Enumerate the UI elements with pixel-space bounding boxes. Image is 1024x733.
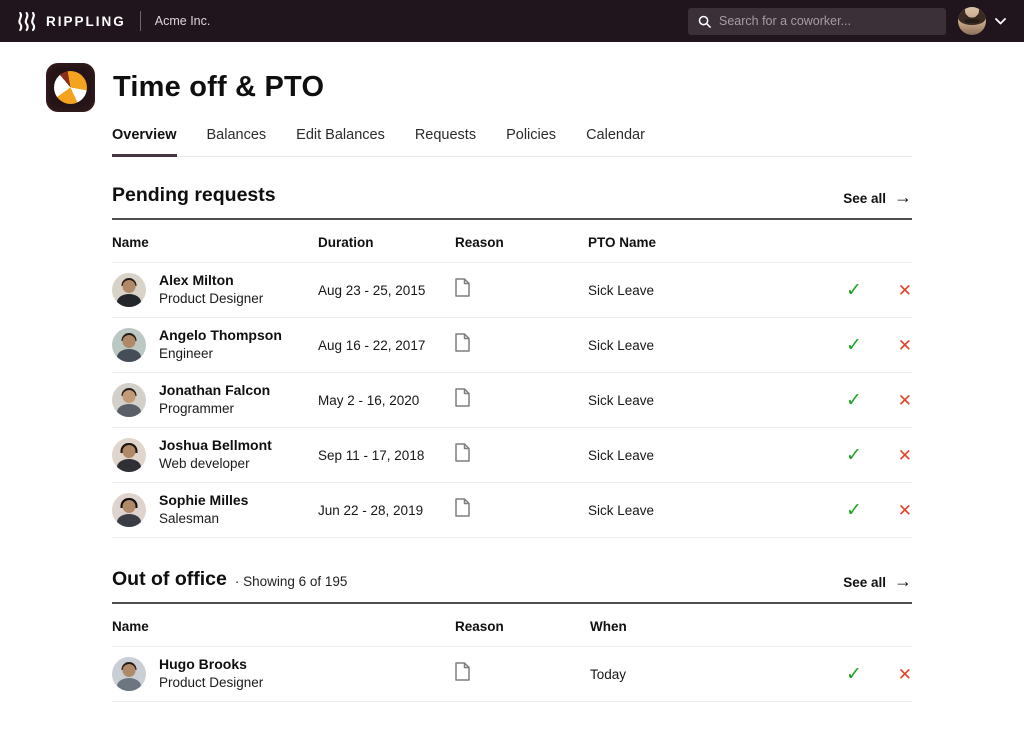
document-icon[interactable] [455, 443, 470, 462]
employee-name: Sophie Milles [159, 492, 249, 509]
timeoff-app-icon [46, 63, 95, 112]
employee-role: Programmer [159, 400, 235, 416]
table-row[interactable]: Alex Milton Product Designer Aug 23 - 25… [112, 263, 912, 318]
duration: May 2 - 16, 2020 [318, 392, 420, 408]
pending-see-all-link[interactable]: See all → [843, 187, 912, 207]
pto-name: Sick Leave [588, 392, 655, 408]
pending-requests-title: Pending requests [112, 184, 276, 206]
out-of-office-table-header: Name Reason When [112, 604, 912, 647]
tab-balances[interactable]: Balances [206, 127, 267, 143]
topbar-divider [139, 11, 141, 31]
duration: Aug 23 - 25, 2015 [318, 282, 426, 298]
pto-name: Sick Leave [588, 502, 655, 518]
when: Today [590, 666, 627, 682]
employee-name: Joshua Bellmont [159, 437, 272, 454]
employee-role: Engineer [159, 345, 214, 361]
section-divider [112, 218, 912, 220]
table-row[interactable]: Angelo Thompson Engineer Aug 16 - 22, 20… [112, 318, 912, 373]
out-of-office-count: · Showing 6 of 195 [234, 574, 348, 589]
pto-name: Sick Leave [588, 282, 655, 298]
table-row[interactable]: Hugo Brooks Product Designer Today ✓ ✕ [112, 647, 912, 702]
page-title: Time off & PTO [113, 71, 325, 103]
beach-ball-icon [54, 71, 87, 104]
employee-role: Product Designer [159, 674, 264, 690]
reject-button[interactable]: ✕ [897, 664, 912, 684]
approve-button[interactable]: ✓ [846, 334, 862, 356]
user-menu[interactable] [958, 7, 1006, 35]
duration: Sep 11 - 17, 2018 [318, 447, 425, 463]
chevron-down-icon[interactable] [995, 17, 1006, 25]
tab-bar: Overview Balances Edit Balances Requests… [112, 127, 912, 157]
avatar [112, 272, 146, 307]
approve-button[interactable]: ✓ [846, 444, 862, 466]
arrow-right-icon: → [894, 187, 912, 207]
document-icon[interactable] [455, 333, 470, 352]
tab-requests[interactable]: Requests [414, 127, 477, 143]
reject-button[interactable]: ✕ [897, 445, 912, 465]
employee-name: Jonathan Falcon [159, 382, 271, 399]
avatar [112, 656, 146, 691]
reject-button[interactable]: ✕ [897, 390, 912, 410]
employee-role: Product Designer [159, 290, 264, 306]
rippling-logo[interactable]: RIPPLING [18, 11, 126, 32]
approve-button[interactable]: ✓ [846, 663, 862, 685]
duration: Aug 16 - 22, 2017 [318, 337, 426, 353]
employee-role: Salesman [159, 510, 220, 526]
employee-name: Hugo Brooks [159, 656, 247, 673]
document-icon[interactable] [455, 278, 470, 297]
table-row[interactable]: Joshua Bellmont Web developer Sep 11 - 1… [112, 428, 912, 483]
duration: Jun 22 - 28, 2019 [318, 502, 424, 518]
out-of-office-see-all-link[interactable]: See all → [843, 571, 912, 591]
section-divider [112, 602, 912, 604]
employee-name: Alex Milton [159, 272, 234, 289]
reject-button[interactable]: ✕ [897, 335, 912, 355]
approve-button[interactable]: ✓ [846, 389, 862, 411]
tab-calendar[interactable]: Calendar [586, 127, 645, 143]
tab-policies[interactable]: Policies [506, 127, 557, 143]
pending-table-header: Name Duration Reason PTO Name [112, 220, 912, 263]
col-reason: Reason [455, 235, 504, 250]
arrow-right-icon: → [894, 571, 912, 591]
user-avatar[interactable] [958, 7, 986, 35]
avatar [112, 327, 146, 362]
search-input[interactable] [719, 14, 936, 28]
approve-button[interactable]: ✓ [846, 279, 862, 301]
col-duration: Duration [318, 235, 374, 250]
out-of-office-title: Out of office [112, 568, 227, 590]
tab-overview[interactable]: Overview [112, 127, 177, 157]
reject-button[interactable]: ✕ [897, 500, 912, 520]
document-icon[interactable] [455, 388, 470, 407]
col-name: Name [112, 619, 149, 634]
table-row[interactable]: Jonathan Falcon Programmer May 2 - 16, 2… [112, 373, 912, 428]
avatar [112, 382, 146, 417]
coworker-search[interactable] [688, 7, 946, 35]
tab-edit-balances[interactable]: Edit Balances [296, 127, 385, 143]
search-icon [698, 15, 711, 28]
pto-name: Sick Leave [588, 447, 655, 463]
avatar [112, 492, 146, 527]
rippling-logo-icon [18, 11, 36, 31]
avatar [112, 437, 146, 472]
pto-name: Sick Leave [588, 337, 655, 353]
employee-name: Angelo Thompson [159, 327, 282, 344]
col-when: When [590, 619, 627, 634]
col-name: Name [112, 235, 149, 250]
employee-role: Web developer [159, 455, 250, 471]
document-icon[interactable] [455, 498, 470, 517]
document-icon[interactable] [455, 662, 470, 681]
company-name: Acme Inc. [154, 14, 211, 28]
approve-button[interactable]: ✓ [846, 499, 862, 521]
top-bar: RIPPLING Acme Inc. [0, 0, 1024, 42]
reject-button[interactable]: ✕ [897, 280, 912, 300]
col-reason: Reason [455, 619, 504, 634]
table-row[interactable]: Sophie Milles Salesman Jun 22 - 28, 2019… [112, 483, 912, 538]
brand-name: RIPPLING [46, 13, 126, 29]
col-pto-name: PTO Name [588, 235, 657, 250]
